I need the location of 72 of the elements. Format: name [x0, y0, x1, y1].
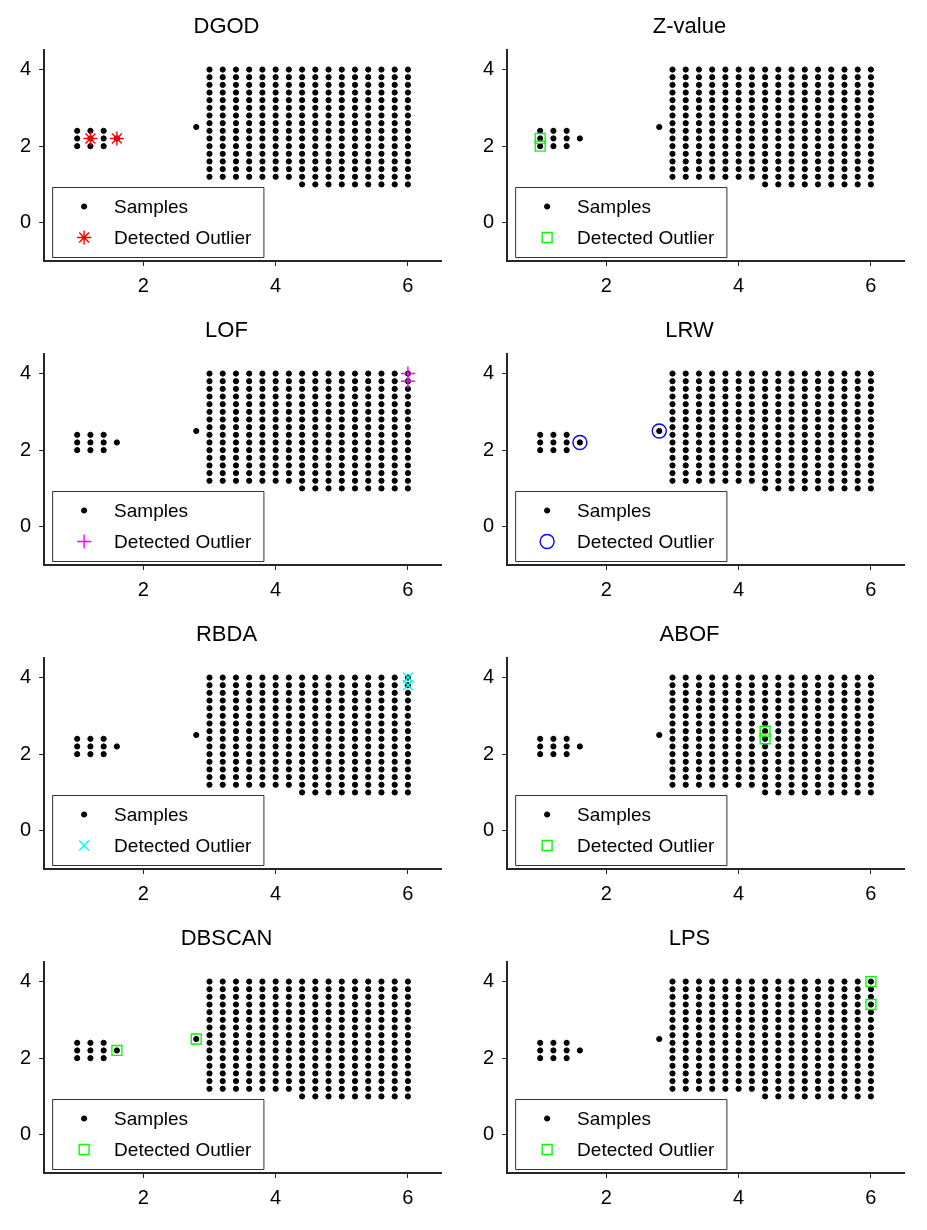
legend-label: Samples — [114, 499, 189, 521]
x-tick-label: 6 — [402, 577, 414, 600]
y-tick-label: 2 — [483, 1045, 495, 1068]
y-tick-label: 4 — [20, 57, 32, 80]
x-tick-label: 2 — [600, 1185, 612, 1208]
legend-label: Detected Outlier — [577, 530, 716, 552]
chart-title: DBSCAN — [180, 925, 273, 951]
y-tick-label: 0 — [20, 514, 32, 537]
legend-label: Detected Outlier — [114, 834, 253, 856]
chart-title: RBDA — [195, 621, 258, 647]
y-tick-label: 2 — [20, 437, 32, 460]
legend-label: Detected Outlier — [577, 1138, 716, 1160]
x-tick-label: 6 — [402, 273, 414, 296]
chart-title: ABOF — [659, 621, 720, 647]
y-tick-label: 0 — [483, 1122, 495, 1145]
legend-label: Samples — [577, 195, 652, 217]
y-tick-label: 0 — [483, 514, 495, 537]
x-tick-label: 2 — [600, 881, 612, 904]
x-tick-label: 6 — [865, 273, 877, 296]
legend-label: Samples — [577, 803, 652, 825]
legend-label: Detected Outlier — [577, 226, 716, 248]
y-tick-label: 2 — [483, 437, 495, 460]
x-tick-label: 4 — [733, 1185, 745, 1208]
x-tick-label: 2 — [600, 273, 612, 296]
y-tick-label: 4 — [20, 969, 32, 992]
y-tick-label: 4 — [483, 665, 495, 688]
y-tick-label: 4 — [483, 57, 495, 80]
x-tick-label: 4 — [270, 577, 282, 600]
legend-label: Detected Outlier — [114, 226, 253, 248]
x-tick-label: 4 — [733, 273, 745, 296]
y-tick-label: 0 — [20, 818, 32, 841]
y-tick-label: 2 — [20, 741, 32, 764]
y-tick-label: 4 — [483, 361, 495, 384]
x-tick-label: 4 — [270, 273, 282, 296]
y-tick-label: 0 — [483, 210, 495, 233]
x-tick-label: 6 — [402, 881, 414, 904]
x-tick-label: 6 — [865, 577, 877, 600]
y-tick-label: 0 — [20, 1122, 32, 1145]
x-tick-label: 2 — [137, 577, 149, 600]
x-tick-label: 2 — [600, 577, 612, 600]
legend-label: Samples — [577, 499, 652, 521]
x-tick-label: 4 — [270, 1185, 282, 1208]
y-tick-label: 0 — [483, 818, 495, 841]
legend-label: Detected Outlier — [114, 530, 253, 552]
y-tick-label: 2 — [483, 741, 495, 764]
y-tick-label: 2 — [483, 133, 495, 156]
y-tick-label: 0 — [20, 210, 32, 233]
x-tick-label: 2 — [137, 881, 149, 904]
x-tick-label: 2 — [137, 1185, 149, 1208]
x-tick-label: 4 — [733, 881, 745, 904]
x-tick-label: 4 — [733, 577, 745, 600]
x-tick-label: 4 — [270, 881, 282, 904]
legend-label: Samples — [577, 1107, 652, 1129]
y-tick-label: 2 — [20, 133, 32, 156]
y-tick-label: 4 — [20, 665, 32, 688]
chart-title: LPS — [668, 925, 711, 951]
x-tick-label: 2 — [137, 273, 149, 296]
x-tick-label: 6 — [402, 1185, 414, 1208]
chart-title: DGOD — [193, 13, 260, 39]
y-tick-label: 4 — [20, 361, 32, 384]
y-tick-label: 2 — [20, 1045, 32, 1068]
chart-title: LRW — [665, 317, 714, 343]
chart-title: Z-value — [652, 13, 727, 39]
legend-label: Samples — [114, 1107, 189, 1129]
legend-label: Samples — [114, 195, 189, 217]
legend-label: Detected Outlier — [577, 834, 716, 856]
legend-label: Samples — [114, 803, 189, 825]
chart-title: LOF — [205, 317, 248, 343]
y-tick-label: 4 — [483, 969, 495, 992]
legend-label: Detected Outlier — [114, 1138, 253, 1160]
x-tick-label: 6 — [865, 1185, 877, 1208]
x-tick-label: 6 — [865, 881, 877, 904]
